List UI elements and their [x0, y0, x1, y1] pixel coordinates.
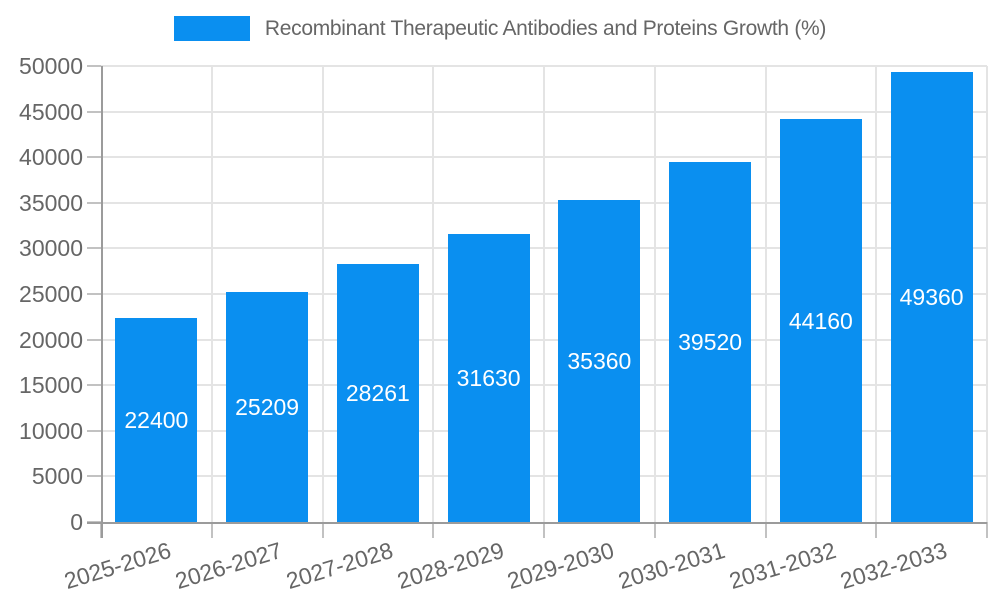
bar-2030-2031[interactable]	[669, 161, 752, 522]
bar-2025-2026[interactable]	[115, 317, 198, 522]
y-axis-line	[101, 66, 103, 538]
bar-2031-2032[interactable]	[779, 119, 862, 522]
y-axis-tick	[87, 201, 101, 204]
y-axis-tick	[87, 156, 101, 159]
y-axis-tick-label: 35000	[19, 189, 83, 216]
y-axis-tick-label: 45000	[19, 98, 83, 125]
plot-area: 0 5000 10000 15000 20000 25000 30000 35000 40000…	[19, 53, 988, 594]
y-axis-tick-label: 25000	[19, 281, 83, 307]
x-gridline	[432, 66, 435, 522]
y-axis-tick	[87, 247, 101, 250]
y-axis-tick-label: 0	[70, 509, 83, 535]
x-axis-tick	[321, 522, 324, 538]
bar-value-label: 31630	[456, 364, 521, 391]
y-axis-tick-label: 15000	[19, 372, 83, 399]
y-axis-tick-label: 10000	[19, 417, 83, 444]
x-gridline	[321, 66, 324, 522]
y-axis-tick	[87, 293, 101, 295]
bar-2029-2030[interactable]	[558, 199, 641, 522]
x-gridline	[653, 66, 656, 522]
x-gridline	[210, 66, 213, 522]
x-gridline	[543, 66, 545, 522]
x-axis-tick	[875, 522, 878, 538]
x-axis-tick	[210, 522, 213, 538]
y-axis-tick-label: 30000	[19, 235, 83, 262]
x-gridline	[875, 66, 878, 522]
x-axis-tick	[432, 522, 435, 538]
y-axis-tick-label: 20000	[19, 326, 83, 353]
y-axis-tick	[87, 384, 101, 387]
x-gridline	[986, 66, 988, 522]
bar-value-label: 22400	[124, 406, 189, 433]
legend-label[interactable]: Recombinant Therapeutic Antibodies and P…	[264, 16, 827, 40]
y-axis-tick	[87, 429, 101, 432]
x-axis-tick	[543, 522, 545, 538]
legend-swatch[interactable]	[173, 16, 250, 41]
bar-value-label: 39520	[678, 328, 743, 355]
y-axis-tick-label: 5000	[31, 463, 83, 490]
y-axis-tick	[87, 338, 101, 341]
bar-2032-2033[interactable]	[890, 71, 973, 522]
y-axis-tick-label: 40000	[19, 144, 83, 171]
bar-2027-2028[interactable]	[336, 264, 419, 522]
legend[interactable]: Recombinant Therapeutic Antibodies and P…	[0, 16, 1000, 41]
bar-value-label: 28261	[345, 380, 410, 407]
bar-2026-2027[interactable]	[226, 292, 309, 522]
x-axis-line	[87, 522, 987, 524]
bar-value-label: 25209	[235, 394, 300, 421]
y-axis-tick-label: 50000	[19, 53, 83, 79]
x-axis-tick	[653, 522, 656, 538]
bar-value-label: 44160	[788, 307, 853, 334]
x-axis-tick	[764, 522, 767, 538]
x-axis-tick	[986, 522, 988, 538]
bar-2028-2029[interactable]	[447, 233, 530, 522]
bar-value-label: 49360	[899, 283, 964, 310]
y-axis-tick	[87, 110, 101, 113]
y-axis-tick	[87, 65, 101, 67]
x-gridline	[764, 66, 767, 522]
bar-value-label: 35360	[567, 347, 632, 374]
y-axis-tick	[87, 475, 101, 478]
